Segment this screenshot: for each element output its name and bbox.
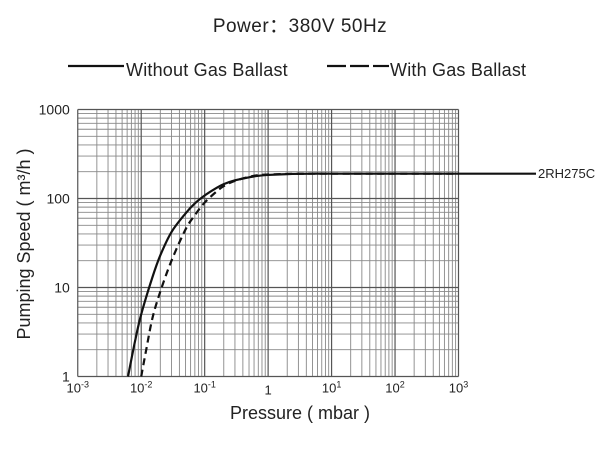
svg-text:102: 102 bbox=[385, 380, 404, 396]
svg-text:101: 101 bbox=[322, 380, 341, 396]
svg-text:103: 103 bbox=[449, 380, 468, 396]
svg-text:10: 10 bbox=[54, 280, 70, 296]
svg-text:10-3: 10-3 bbox=[67, 380, 89, 396]
svg-text:100: 100 bbox=[46, 191, 70, 207]
svg-text:10-1: 10-1 bbox=[193, 380, 215, 396]
svg-text:1000: 1000 bbox=[39, 102, 70, 118]
svg-text:10-2: 10-2 bbox=[130, 380, 152, 396]
svg-text:1: 1 bbox=[264, 383, 271, 398]
